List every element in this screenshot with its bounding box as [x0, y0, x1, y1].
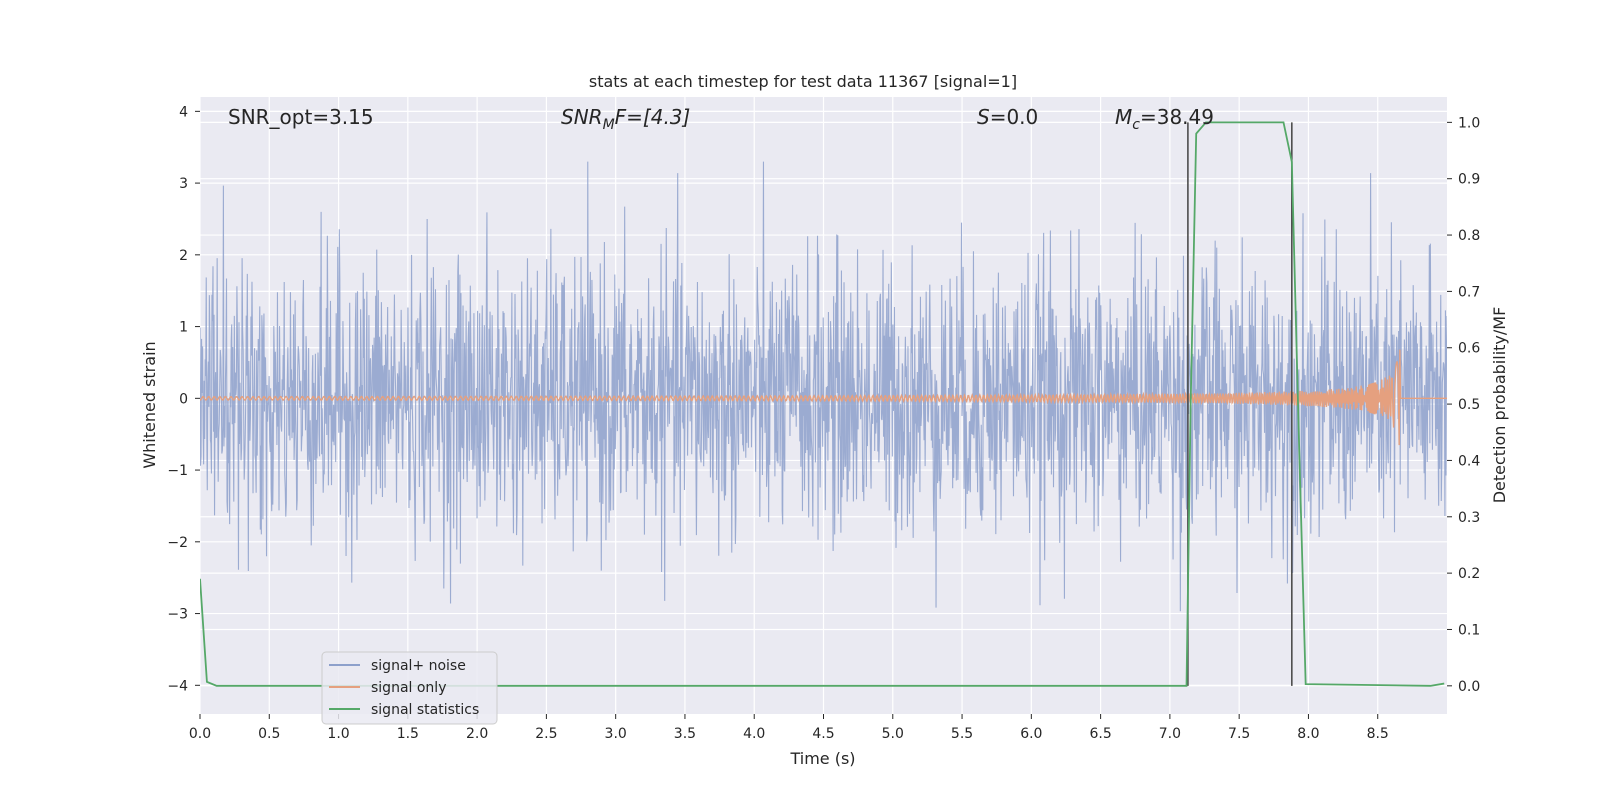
annotation-s: S=0.0: [977, 105, 1038, 129]
legend-label-signal-only: signal only: [371, 680, 446, 696]
x-tick-label: 1.0: [327, 726, 349, 742]
s-rest: =0.0: [990, 105, 1039, 129]
snr-mf-sub: M: [603, 117, 615, 133]
annotation-snr-opt: SNR_opt=3.15: [228, 105, 374, 129]
y2-tick-label: 0.3: [1458, 510, 1480, 526]
x-tick-label: 4.0: [743, 726, 765, 742]
x-tick-label: 0.0: [189, 726, 211, 742]
y-tick-label: 1: [179, 320, 188, 336]
mc-sub: c: [1132, 117, 1140, 133]
x-axis-label: Time (s): [789, 749, 855, 768]
y2-axis-label: Detection probability/MF: [1490, 307, 1509, 504]
annotation-snr-mf: SNRMF=[4.3]: [561, 105, 690, 133]
y-tick-label: 0: [179, 391, 188, 407]
y-tick-label: 2: [179, 248, 188, 264]
x-tick-label: 2.5: [535, 726, 557, 742]
y-tick-label: −1: [167, 463, 188, 479]
mc-main: M: [1115, 105, 1132, 129]
y-tick-label: −2: [167, 535, 188, 551]
x-tick-label: 6.0: [1020, 726, 1042, 742]
legend-box: [321, 651, 498, 725]
legend-label-signal-plus-noise: signal+ noise: [371, 658, 466, 674]
x-tick-label: 3.0: [605, 726, 627, 742]
y2-tick-label: 0.1: [1458, 622, 1480, 638]
snr-mf-rest: F=[4.3]: [615, 105, 691, 129]
y2-tick-label: 0.2: [1458, 566, 1480, 582]
x-tick-label: 2.0: [466, 726, 488, 742]
x-tick-label: 7.5: [1228, 726, 1250, 742]
x-tick-label: 3.5: [674, 726, 696, 742]
statistics-trace: [200, 121, 1445, 687]
x-tick-label: 6.5: [1089, 726, 1111, 742]
y2-axis-ticks: 1.0 0.9 0.8 0.7 0.6 0.5 0.4 0.3 0.2 0.1 0.0: [1447, 115, 1480, 695]
y-axis-label: Whitened strain: [140, 341, 159, 468]
y-tick-label: −3: [167, 607, 188, 623]
series-signal-only: [200, 349, 1447, 446]
x-tick-label: 0.5: [258, 726, 280, 742]
y2-tick-label: 0.7: [1458, 284, 1480, 300]
noise-trace: [200, 161, 1447, 612]
y-tick-label: −4: [167, 678, 188, 694]
legend: signal+ noise signal only signal statist…: [321, 651, 498, 725]
y2-tick-label: 1.0: [1458, 115, 1480, 131]
x-tick-label: 5.0: [882, 726, 904, 742]
x-tick-label: 4.5: [812, 726, 834, 742]
y-tick-label: 4: [179, 104, 188, 120]
y2-tick-label: 0.8: [1458, 228, 1480, 244]
x-tick-label: 1.5: [397, 726, 419, 742]
mc-rest: =38.49: [1140, 105, 1214, 129]
y2-tick-label: 0.9: [1458, 172, 1480, 188]
y-axis-ticks: 4 3 2 1 0 −1 −2 −3 −4: [167, 104, 200, 694]
s-main: S: [977, 105, 990, 129]
annotation-mc: Mc=38.49: [1115, 105, 1214, 133]
x-tick-label: 8.5: [1367, 726, 1389, 742]
series-signal-plus-noise: [200, 161, 1447, 612]
y2-tick-label: 0.4: [1458, 453, 1480, 469]
series-signal-statistics: [200, 121, 1445, 687]
y2-tick-label: 0.5: [1458, 397, 1480, 413]
legend-label-signal-statistics: signal statistics: [371, 702, 479, 718]
x-axis-ticks: 0.0 0.5 1.0 1.5 2.0 2.5 3.0 3.5 4.0 4.5 5.0 5.5 6.0 6…: [189, 714, 1389, 742]
x-tick-label: 8.0: [1297, 726, 1319, 742]
x-tick-label: 7.0: [1159, 726, 1181, 742]
x-tick-label: 5.5: [951, 726, 973, 742]
y2-tick-label: 0.6: [1458, 341, 1480, 357]
signal-trace: [200, 349, 1447, 446]
snr-mf-main: SNR: [561, 105, 603, 129]
chart-title: stats at each timestep for test data 113…: [589, 72, 1017, 91]
y2-tick-label: 0.0: [1458, 679, 1480, 695]
y-tick-label: 3: [179, 176, 188, 192]
